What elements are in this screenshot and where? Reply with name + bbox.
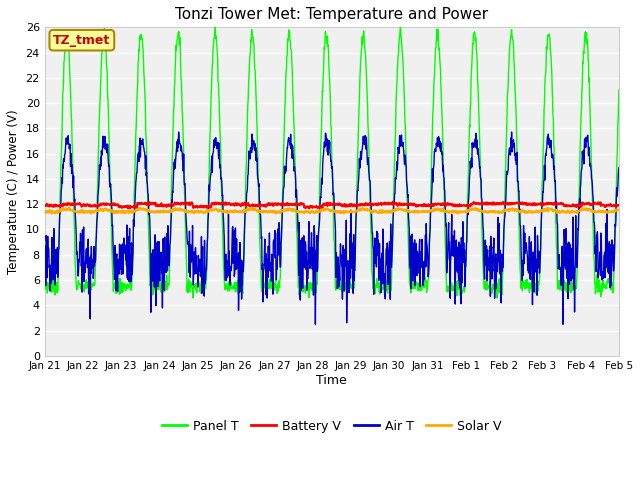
Panel T bbox=[211, 24, 219, 30]
Solar V bbox=[540, 207, 547, 213]
Battery V bbox=[305, 205, 313, 211]
Solar V bbox=[259, 210, 267, 216]
Panel T bbox=[259, 280, 267, 286]
Line: Solar V: Solar V bbox=[45, 207, 619, 214]
Battery V bbox=[615, 203, 623, 208]
Air T bbox=[540, 178, 547, 184]
Legend: Panel T, Battery V, Air T, Solar V: Panel T, Battery V, Air T, Solar V bbox=[157, 415, 507, 438]
Solar V bbox=[248, 204, 255, 210]
Panel T bbox=[615, 87, 623, 93]
Panel T bbox=[41, 277, 49, 283]
Solar V bbox=[41, 210, 49, 216]
Solar V bbox=[155, 208, 163, 214]
Panel T bbox=[144, 196, 152, 202]
Air T bbox=[144, 190, 152, 195]
Panel T bbox=[476, 148, 484, 154]
Air T bbox=[312, 322, 319, 327]
Solar V bbox=[144, 208, 152, 214]
Solar V bbox=[207, 207, 214, 213]
Line: Air T: Air T bbox=[45, 132, 619, 324]
Air T bbox=[155, 261, 163, 267]
Solar V bbox=[615, 207, 623, 213]
Air T bbox=[476, 165, 483, 170]
Panel T bbox=[189, 295, 196, 301]
Air T bbox=[207, 174, 214, 180]
Battery V bbox=[389, 199, 397, 204]
Text: TZ_tmet: TZ_tmet bbox=[53, 34, 111, 47]
Y-axis label: Temperature (C) / Power (V): Temperature (C) / Power (V) bbox=[7, 109, 20, 274]
Panel T bbox=[207, 110, 214, 116]
Line: Battery V: Battery V bbox=[45, 202, 619, 208]
Battery V bbox=[155, 203, 163, 209]
Solar V bbox=[476, 206, 484, 212]
Air T bbox=[41, 243, 49, 249]
Panel T bbox=[155, 279, 163, 285]
Battery V bbox=[144, 200, 152, 205]
Air T bbox=[615, 165, 623, 170]
Air T bbox=[259, 261, 266, 267]
Battery V bbox=[540, 200, 547, 206]
Air T bbox=[508, 129, 515, 135]
Title: Tonzi Tower Met: Temperature and Power: Tonzi Tower Met: Temperature and Power bbox=[175, 7, 488, 22]
Line: Panel T: Panel T bbox=[45, 27, 619, 298]
Battery V bbox=[259, 203, 266, 208]
X-axis label: Time: Time bbox=[316, 373, 347, 386]
Panel T bbox=[540, 132, 547, 138]
Battery V bbox=[41, 203, 49, 209]
Battery V bbox=[207, 204, 214, 210]
Battery V bbox=[476, 201, 484, 206]
Solar V bbox=[48, 211, 56, 216]
